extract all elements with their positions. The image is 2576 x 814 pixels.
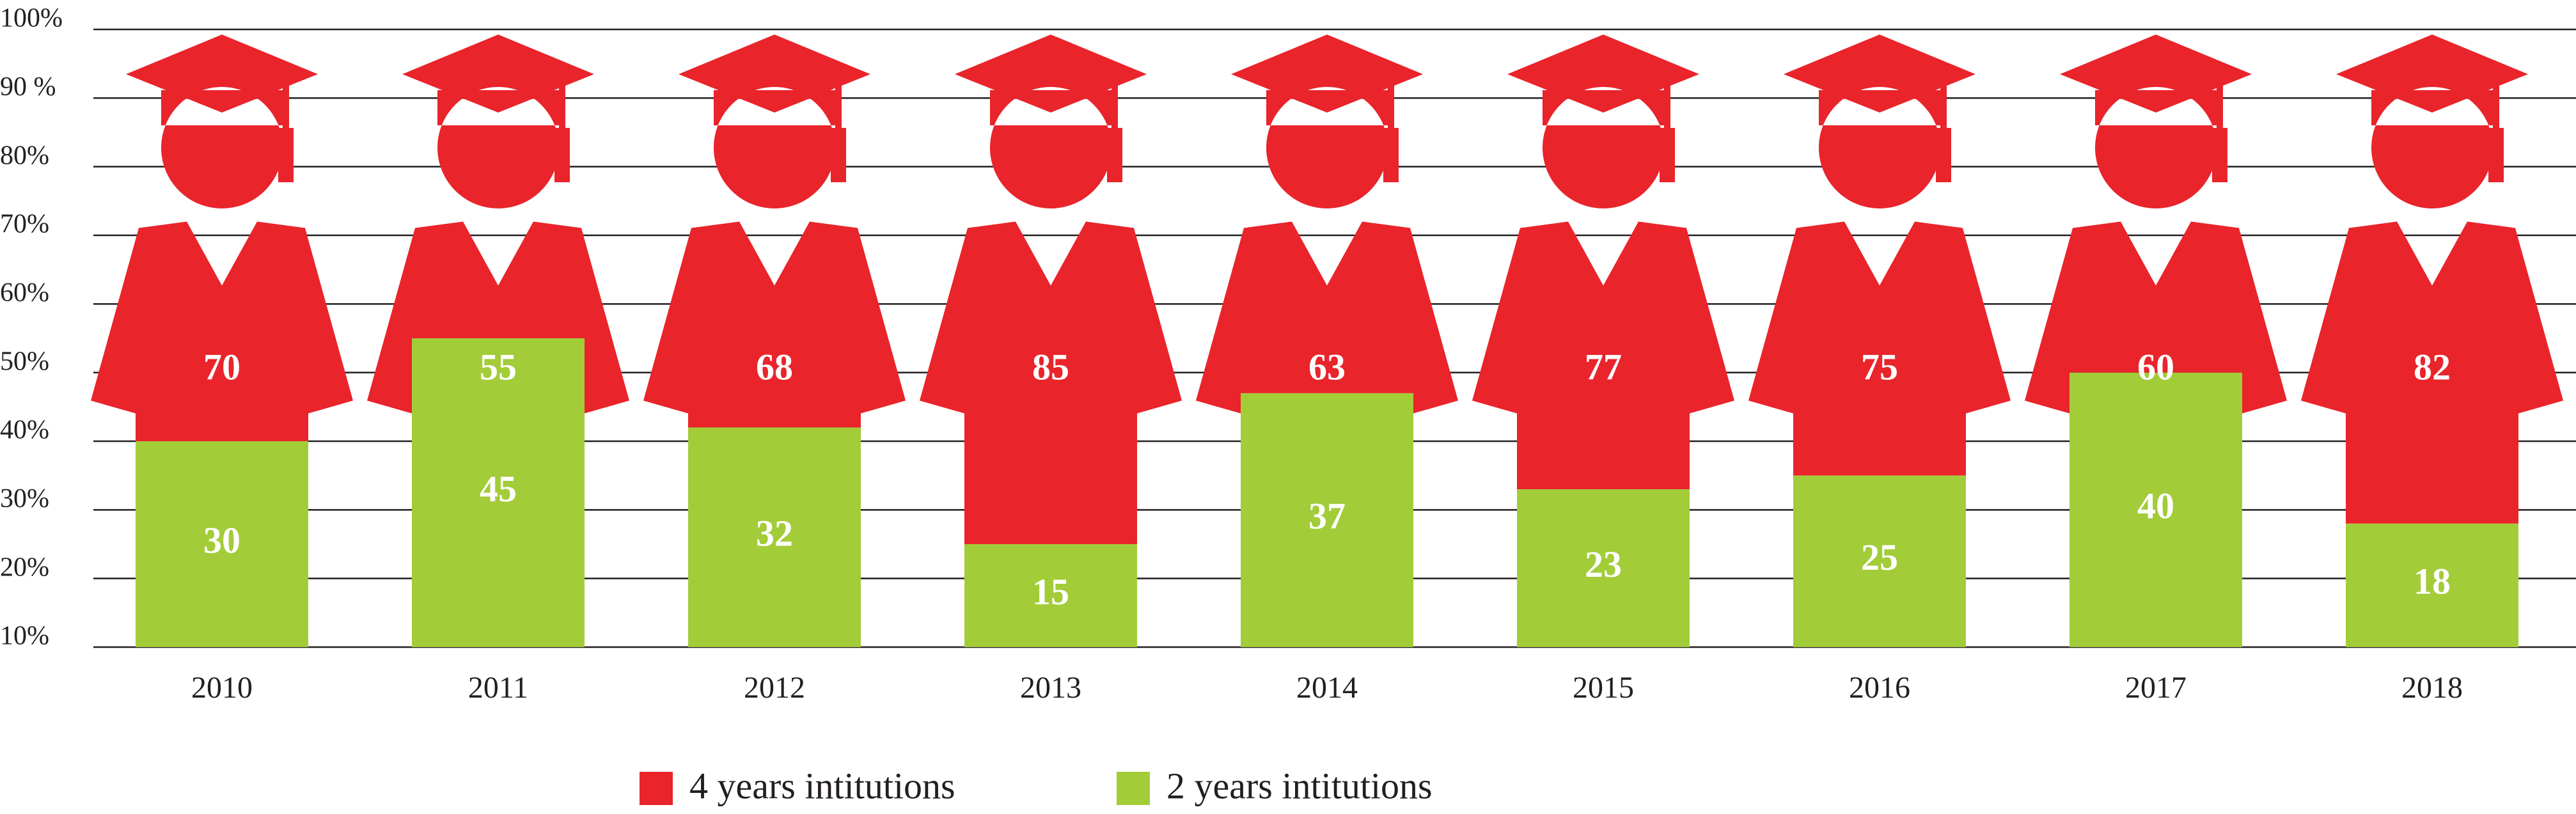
y-tick-label: 80% — [0, 141, 49, 170]
y-tick-label: 100% — [0, 4, 63, 33]
graduate-figure — [367, 35, 629, 414]
x-tick-label: 2010 — [191, 671, 253, 705]
y-tick-label: 60% — [0, 278, 49, 308]
x-tick-label: 2015 — [1573, 671, 1634, 705]
x-tick-label: 2013 — [1020, 671, 1081, 705]
data-label: 75 — [1861, 346, 1898, 387]
x-tick-label: 2018 — [2401, 671, 2463, 705]
y-tick-label: 30% — [0, 484, 49, 513]
graduate-figure — [1196, 35, 1458, 414]
graduate-figure — [2301, 35, 2563, 524]
data-label: 37 — [1308, 496, 1346, 537]
graduate-figure — [643, 35, 906, 428]
data-label: 60 — [2137, 346, 2174, 387]
x-tick-label: 2016 — [1849, 671, 1910, 705]
tassel-end — [554, 128, 570, 182]
tassel-end — [1107, 128, 1122, 182]
y-tick-label: 90 % — [0, 72, 56, 102]
y-tick-label: 10% — [0, 622, 49, 651]
bar — [2069, 372, 2242, 647]
data-label: 40 — [2137, 485, 2174, 527]
data-label: 23 — [1585, 544, 1622, 585]
tassel-end — [2488, 128, 2504, 182]
x-tick-label: 2017 — [2125, 671, 2187, 705]
legend-swatch — [1117, 772, 1150, 805]
bar — [2346, 523, 2518, 647]
bar — [688, 427, 861, 647]
graduate-figure — [91, 35, 353, 441]
data-label: 85 — [1032, 346, 1069, 387]
tassel-end — [278, 128, 294, 182]
graduate-figure — [2025, 35, 2287, 414]
tassel-end — [1936, 128, 1951, 182]
tassel-end — [831, 128, 846, 182]
data-label: 15 — [1032, 571, 1069, 613]
x-tick-label: 2014 — [1296, 671, 1358, 705]
data-label: 70 — [203, 346, 240, 387]
graduate-figure — [1472, 35, 1734, 490]
tassel-end — [2212, 128, 2227, 182]
data-label: 55 — [480, 346, 517, 387]
data-label: 32 — [756, 513, 793, 554]
graduate-figure — [920, 35, 1182, 544]
bar — [1241, 393, 1413, 647]
legend-swatch — [640, 772, 673, 805]
legend-label: 2 years intitutions — [1166, 765, 1433, 806]
data-label: 77 — [1585, 346, 1622, 387]
bar — [1793, 475, 1966, 647]
bar — [1517, 489, 1690, 647]
data-label: 63 — [1308, 346, 1346, 387]
data-label: 68 — [756, 346, 793, 387]
y-tick-label: 50% — [0, 347, 49, 376]
y-tick-label: 70% — [0, 210, 49, 239]
graduate-figure — [1748, 35, 2011, 476]
data-label: 30 — [203, 519, 240, 561]
bar — [136, 441, 308, 647]
x-tick-label: 2012 — [744, 671, 805, 705]
x-tick-label: 2011 — [468, 671, 528, 705]
tassel-end — [1660, 128, 1675, 182]
data-label: 25 — [1861, 536, 1898, 578]
y-tick-label: 20% — [0, 552, 49, 582]
data-label: 45 — [480, 468, 517, 510]
tassel-end — [1383, 128, 1399, 182]
y-tick-label: 40% — [0, 416, 49, 445]
data-label: 18 — [2414, 561, 2451, 602]
data-label: 82 — [2414, 346, 2451, 387]
legend-label: 4 years intitutions — [689, 765, 955, 806]
bar — [964, 544, 1137, 647]
bar — [412, 338, 585, 647]
